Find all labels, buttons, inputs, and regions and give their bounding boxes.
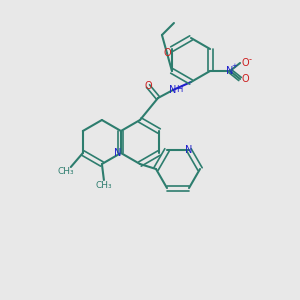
- Text: -: -: [249, 56, 252, 64]
- Text: N: N: [185, 145, 193, 155]
- Text: N: N: [169, 85, 177, 95]
- Text: O: O: [163, 48, 171, 58]
- Text: N: N: [226, 66, 234, 76]
- Text: +: +: [231, 63, 237, 69]
- Text: O: O: [241, 58, 249, 68]
- Text: O: O: [144, 81, 152, 91]
- Text: H: H: [176, 85, 182, 94]
- Text: CH₃: CH₃: [58, 167, 74, 176]
- Text: CH₃: CH₃: [96, 181, 112, 190]
- Text: O: O: [241, 74, 249, 84]
- Text: N: N: [114, 148, 122, 158]
